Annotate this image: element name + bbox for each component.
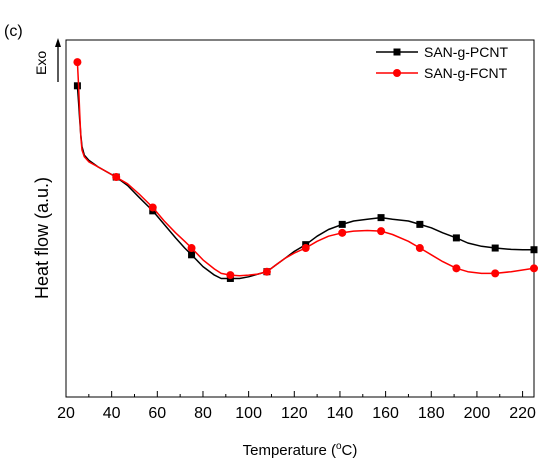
data-point [377, 227, 386, 236]
data-point [226, 271, 235, 280]
panel-label: (c) [4, 23, 23, 40]
data-point [73, 82, 81, 90]
data-point [338, 228, 347, 237]
x-tick-label: 40 [103, 405, 121, 422]
data-point [188, 251, 196, 259]
x-axis-title-unit: C) [342, 442, 358, 459]
data-point [73, 58, 82, 67]
x-tick-label: 220 [509, 405, 536, 422]
x-tick-label: 160 [372, 405, 399, 422]
legend-item: SAN-g-PCNT [376, 44, 508, 60]
data-point [416, 220, 424, 228]
legend-item: SAN-g-FCNT [376, 65, 508, 81]
x-axis-title: Temperature (oC) [243, 441, 358, 459]
data-point [530, 264, 538, 273]
exo-indicator: Exo [33, 38, 61, 82]
x-tick-label: 20 [57, 405, 75, 422]
x-tick-label: 200 [464, 405, 491, 422]
series-line [76, 62, 535, 277]
y-axis-title: Heat flow (a.u.) [32, 177, 52, 299]
data-point [530, 246, 538, 254]
x-tick-label: 140 [327, 405, 354, 422]
data-point [452, 264, 461, 273]
data-point [187, 244, 196, 253]
data-point [148, 203, 157, 212]
series-layer [73, 58, 538, 282]
data-point [338, 220, 346, 228]
legend-marker [393, 48, 401, 56]
data-point [415, 244, 424, 253]
x-tick-label: 180 [418, 405, 445, 422]
data-point [377, 214, 385, 222]
x-axis-title-main: Temperature ( [243, 442, 336, 459]
legend-label: SAN-g-PCNT [424, 44, 508, 60]
x-tick-label: 80 [194, 405, 212, 422]
data-point [491, 269, 500, 278]
data-point [452, 234, 460, 242]
data-point [262, 267, 271, 276]
x-tick-label: 60 [148, 405, 166, 422]
legend-label: SAN-g-FCNT [424, 65, 508, 81]
x-axis: 20 40 60 80 100 120 140 160 180 200 220 [57, 391, 536, 422]
data-point [112, 173, 121, 182]
x-tick-label: 120 [281, 405, 308, 422]
plot-frame [65, 39, 535, 398]
exo-label: Exo [33, 51, 49, 75]
exo-arrow-head [55, 38, 61, 47]
x-tick-label: 100 [235, 405, 262, 422]
x-axis-title-degree: o [336, 441, 342, 452]
data-point [301, 244, 310, 253]
series-SAN-g-FCNT [73, 58, 538, 280]
legend: SAN-g-PCNT SAN-g-FCNT [376, 44, 508, 81]
data-point [491, 244, 499, 252]
legend-marker [393, 69, 401, 77]
